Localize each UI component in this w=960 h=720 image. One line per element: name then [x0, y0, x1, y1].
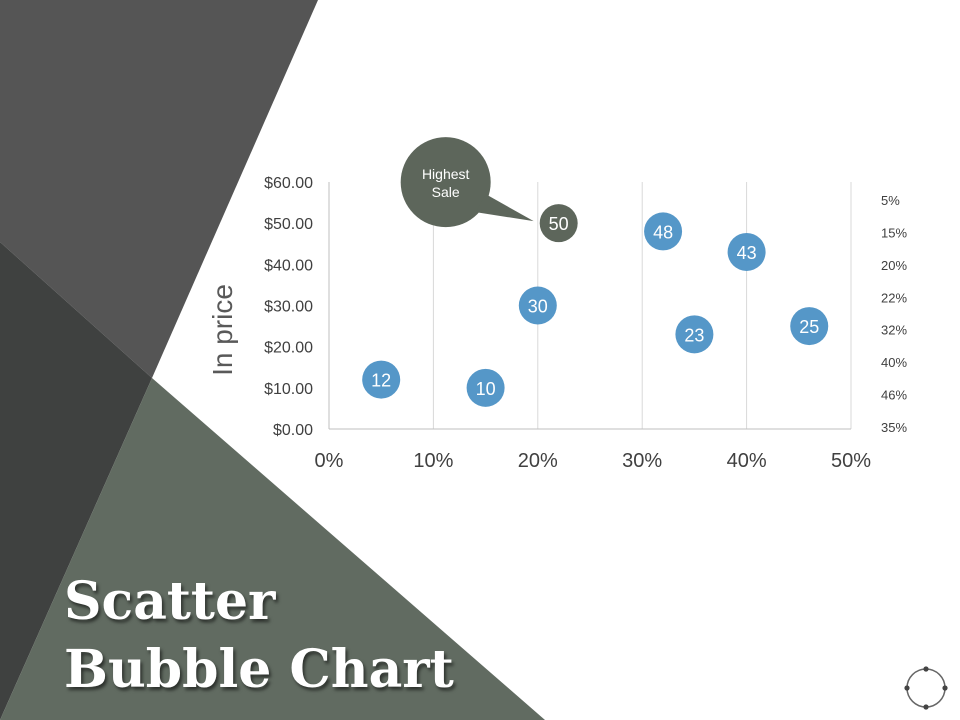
bubble-data-label: 25 [799, 317, 819, 337]
y-tick-label: $40.00 [264, 257, 313, 274]
right-percent-label: 35% [881, 420, 907, 435]
y-tick-label: $50.00 [264, 216, 313, 233]
x-tick-label: 20% [518, 450, 558, 472]
bubble-point [727, 232, 766, 271]
annotation-text: Highest [422, 166, 470, 182]
bubble-point [466, 368, 505, 407]
bubble-data-label: 48 [653, 222, 673, 242]
right-percent-label: 40% [881, 355, 907, 370]
title-line-1: Scatter [64, 571, 276, 632]
title-line-2: Bubble Chart [64, 639, 454, 700]
bubble-point [518, 286, 557, 325]
right-percent-label: 5% [881, 193, 900, 208]
y-tick-label: $20.00 [264, 340, 313, 357]
bubble-point [644, 212, 683, 251]
annotation-callout-pointer [475, 194, 534, 222]
right-percent-label: 20% [881, 258, 907, 273]
annotation-callout-bubble [400, 137, 491, 228]
bubble-point [675, 315, 714, 354]
bubble-point [539, 204, 578, 243]
bubble-point [362, 360, 401, 399]
right-percent-label: 22% [881, 290, 907, 305]
bubble-data-label: 30 [528, 297, 548, 317]
navigation-circle-icon[interactable] [902, 664, 950, 712]
y-tick-label: $10.00 [264, 381, 313, 398]
bubble-data-label: 10 [476, 379, 496, 399]
bubble-point [790, 307, 829, 346]
bubble-data-label: 50 [549, 214, 569, 234]
y-tick-label: $30.00 [264, 299, 313, 316]
x-tick-label: 40% [727, 450, 767, 472]
annotation-text: Sale [432, 184, 460, 200]
right-percent-label: 15% [881, 225, 907, 240]
charcoal-panel [0, 242, 152, 720]
right-percent-label: 32% [881, 323, 907, 338]
green-gray-triangle [0, 378, 545, 720]
y-tick-label: $60.00 [264, 175, 313, 192]
bubble-data-label: 43 [737, 243, 757, 263]
bubble-data-label: 12 [371, 371, 391, 391]
x-tick-label: 30% [622, 450, 662, 472]
right-percent-label: 46% [881, 388, 907, 403]
y-axis-title: In price [207, 284, 238, 376]
dark-gray-triangle [0, 0, 318, 378]
x-tick-label: 10% [413, 450, 453, 472]
x-tick-label: 50% [831, 450, 871, 472]
bubble-data-label: 23 [684, 325, 704, 345]
slide-title: Scatter Bubble Chart [64, 568, 524, 704]
y-tick-label: $0.00 [273, 422, 313, 439]
x-tick-label: 0% [315, 450, 344, 472]
